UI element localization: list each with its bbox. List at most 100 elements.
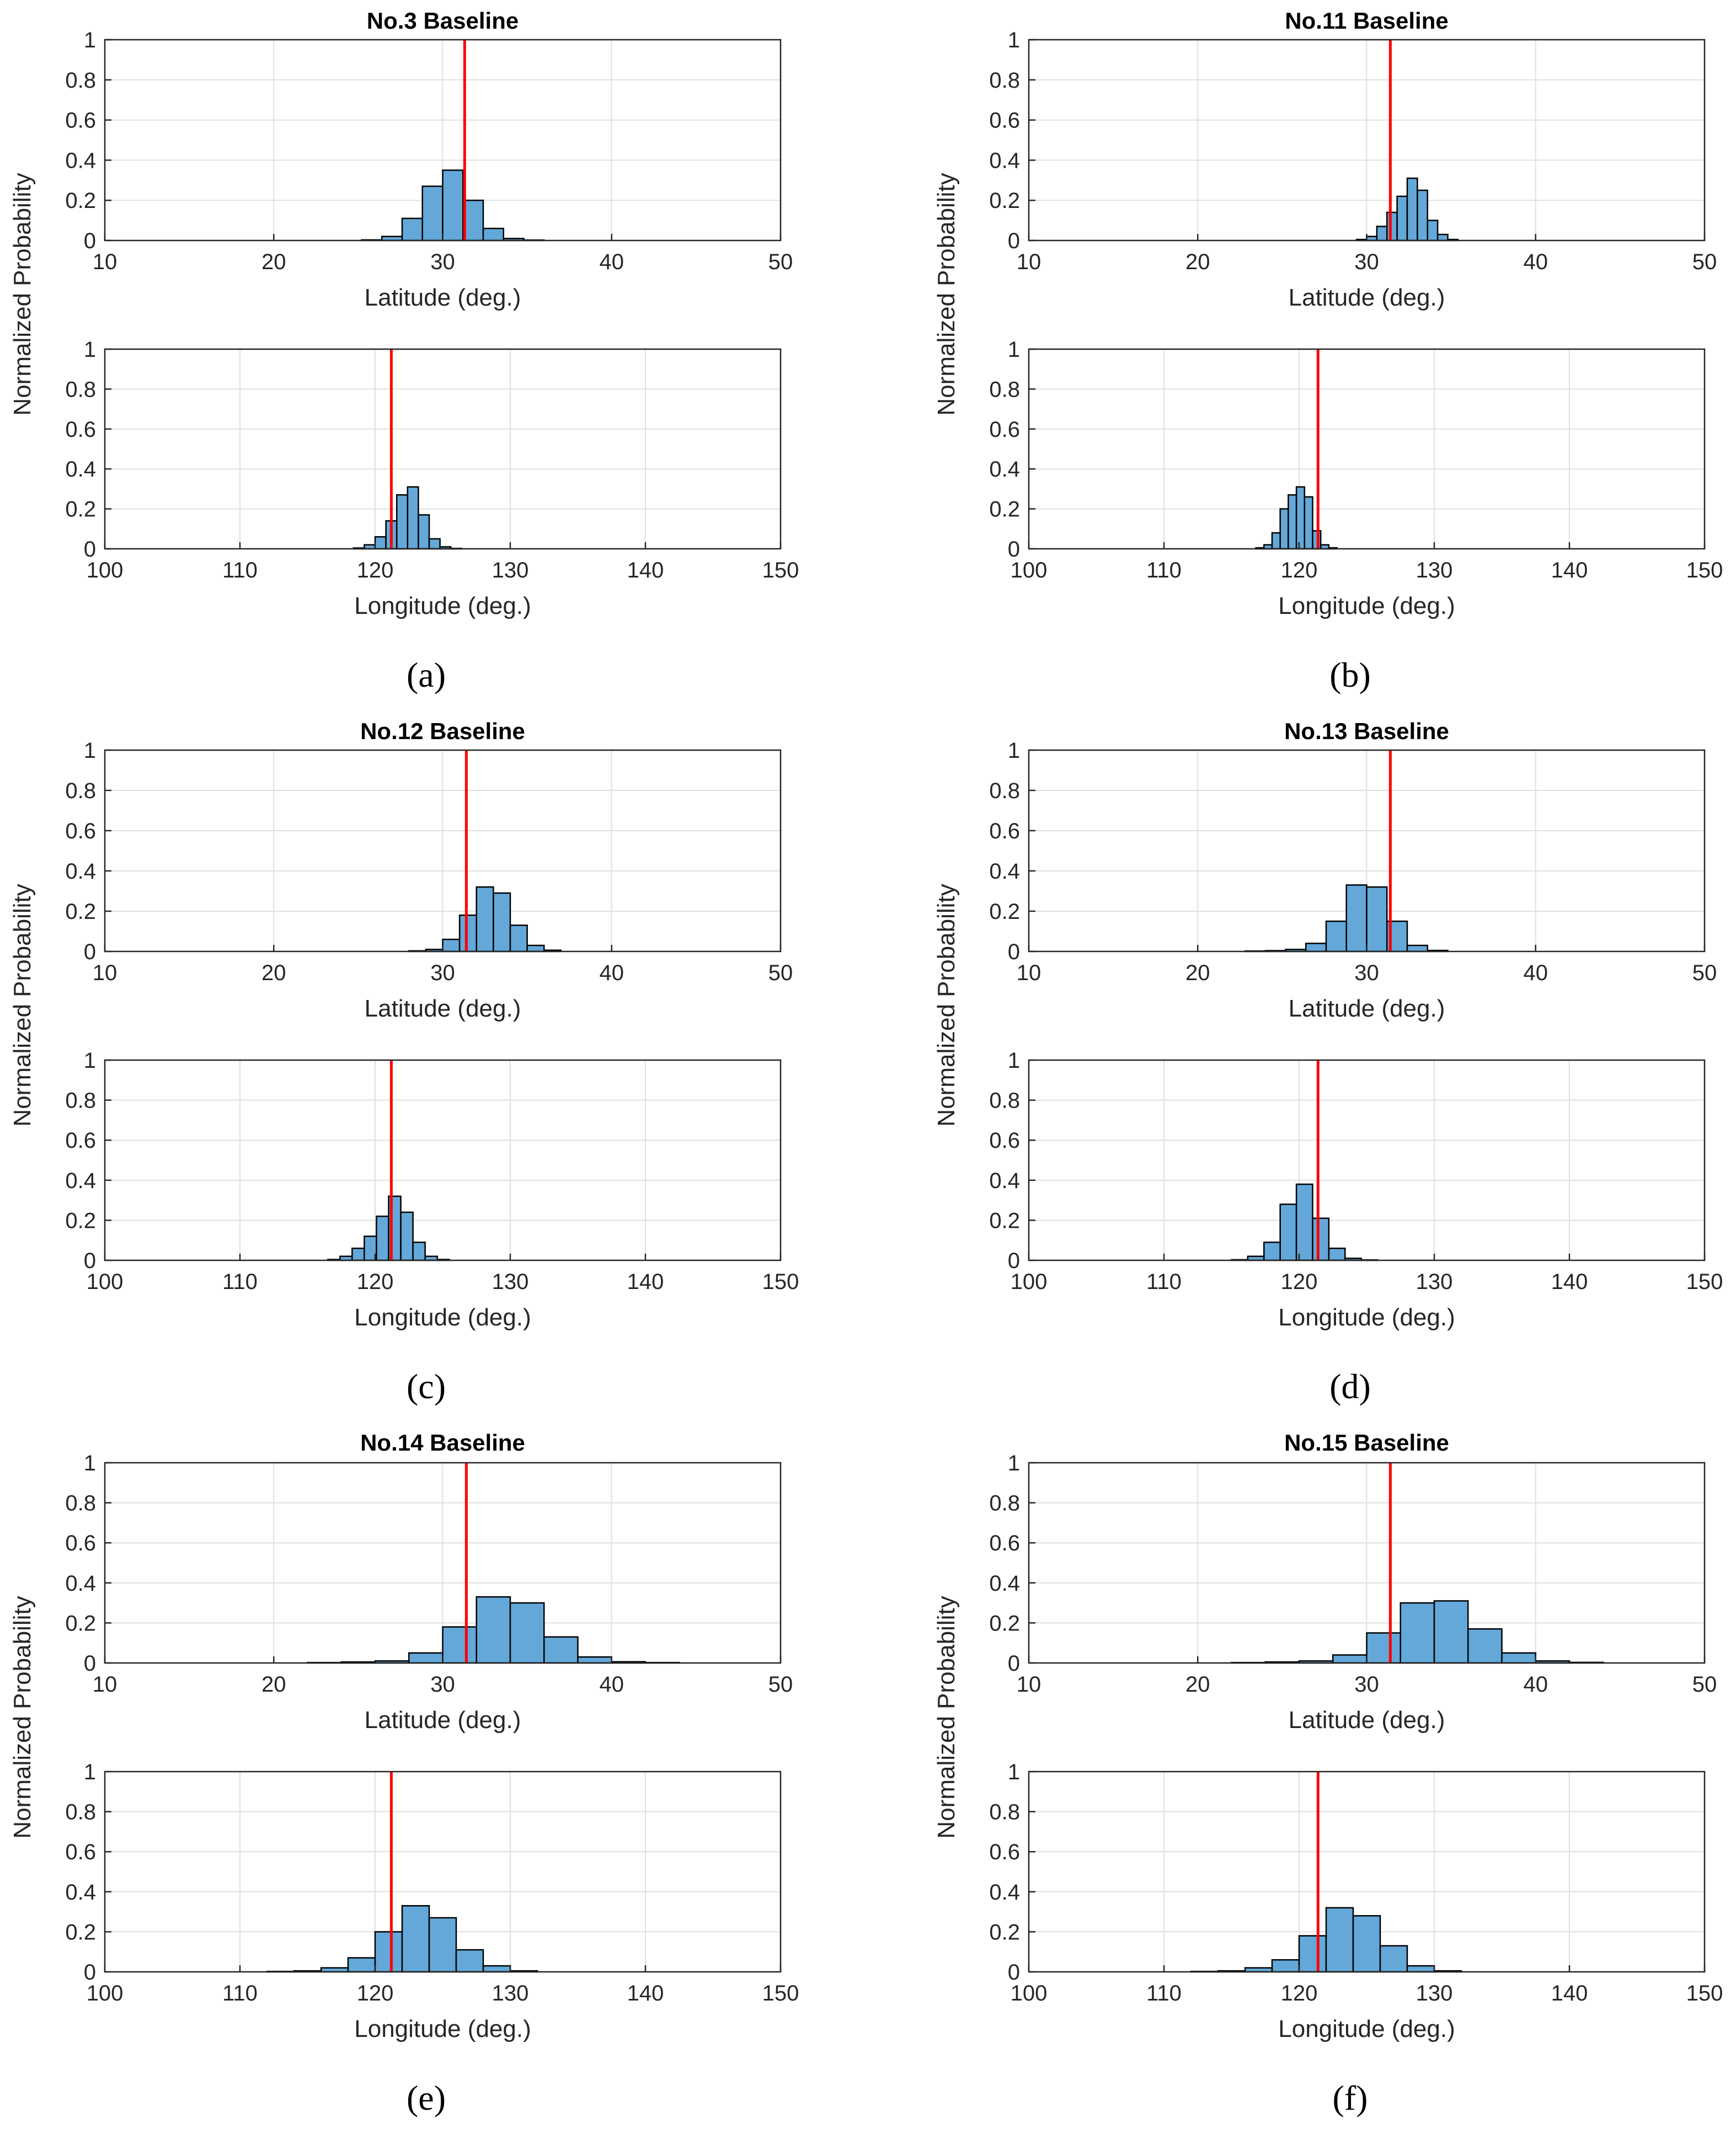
longitude-histogram-bar (1312, 1217, 1330, 1261)
latitude-histogram-bar (1376, 226, 1388, 242)
longitude-histogram-bar (1279, 508, 1289, 550)
latitude-y-tick-label: 0.8 (65, 68, 96, 93)
latitude-y-tick-label: 0.8 (65, 779, 96, 803)
longitude-axes-frame (104, 1771, 782, 1973)
longitude-histogram-bar (1271, 532, 1281, 550)
latitude-x-tick-label: 50 (768, 961, 793, 985)
longitude-x-tick-label: 140 (627, 558, 664, 582)
chart-title: No.13 Baseline (1284, 718, 1449, 744)
latitude-x-tick-label: 30 (430, 961, 455, 985)
longitude-histogram-bar (374, 1931, 403, 1973)
latitude-histogram-bar (1406, 177, 1418, 242)
latitude-histogram-bar (1501, 1652, 1536, 1664)
longitude-axes-frame (104, 348, 782, 550)
latitude-y-tick-label: 0.4 (65, 1571, 96, 1596)
longitude-x-tick-label: 150 (1686, 1270, 1723, 1294)
latitude-histogram-bar (442, 169, 464, 242)
longitude-histogram-bar (376, 1215, 389, 1261)
longitude-histogram-bar (1279, 1204, 1297, 1261)
latitude-x-tick-label: 10 (1017, 1672, 1041, 1697)
longitude-y-tick-label: 0.4 (65, 1169, 96, 1193)
longitude-axes-background (1029, 349, 1705, 549)
latitude-y-tick-label: 0.6 (989, 1531, 1020, 1555)
latitude-x-tick-label: 40 (600, 250, 624, 274)
longitude-x-tick-label: 100 (1011, 1270, 1048, 1294)
chart-title: No.11 Baseline (1285, 8, 1448, 34)
latitude-x-tick-label: 50 (1692, 250, 1717, 274)
longitude-x-tick-label: 120 (1281, 1270, 1318, 1294)
latitude-histogram-bar (458, 914, 477, 953)
latitude-histogram-bar (509, 924, 528, 953)
latitude-histogram-bar (526, 944, 545, 953)
latitude-histogram-bar (1417, 189, 1428, 242)
latitude-x-tick-label: 50 (768, 1672, 793, 1697)
latitude-histogram-bar (476, 1596, 511, 1664)
latitude-x-tick-label: 30 (1354, 961, 1379, 985)
longitude-y-tick-label: 1 (84, 1760, 96, 1784)
longitude-y-tick-label: 0 (84, 1960, 96, 1985)
latitude-x-axis-label: Latitude (deg.) (365, 284, 521, 311)
latitude-histogram-bar (543, 1636, 579, 1664)
latitude-histogram-bar (1406, 944, 1428, 953)
latitude-y-tick-label: 0.2 (65, 900, 96, 924)
latitude-x-tick-label: 50 (768, 250, 793, 274)
longitude-x-axis-label: Longitude (deg.) (1278, 2015, 1455, 2042)
latitude-x-axis-label: Latitude (deg.) (365, 1707, 521, 1734)
latitude-y-tick-label: 0.2 (989, 1611, 1020, 1635)
longitude-histogram-bar (455, 1949, 484, 1973)
longitude-axes-background (105, 1060, 781, 1260)
longitude-histogram-bar (1325, 1907, 1354, 1973)
latitude-x-tick-label: 20 (261, 961, 286, 985)
latitude-histogram-bar (1345, 884, 1368, 953)
longitude-y-tick-label: 0.6 (989, 1840, 1020, 1864)
latitude-x-tick-label: 40 (1524, 250, 1548, 274)
latitude-y-tick-label: 0 (84, 1651, 96, 1676)
latitude-histogram-bar (1332, 1654, 1368, 1664)
longitude-histogram-bar (1328, 1247, 1346, 1261)
latitude-y-tick-label: 0.6 (65, 1531, 96, 1555)
longitude-histogram-bar (400, 1211, 414, 1261)
latitude-y-tick-label: 0.6 (989, 109, 1020, 133)
longitude-histogram-bar (1263, 1242, 1281, 1261)
latitude-x-tick-label: 10 (93, 250, 117, 274)
longitude-y-tick-label: 0.8 (989, 377, 1020, 402)
chart-title: No.14 Baseline (360, 1430, 525, 1456)
longitude-histogram-bar (1379, 1945, 1408, 1973)
panel-caption: (b) (1329, 655, 1371, 694)
latitude-y-tick-label: 0.6 (65, 819, 96, 843)
y-axis-label: Normalized Probability (9, 884, 36, 1126)
longitude-histogram-bar (428, 1917, 457, 1973)
latitude-x-tick-label: 10 (1017, 250, 1041, 274)
latitude-x-tick-label: 10 (93, 961, 117, 985)
latitude-y-tick-label: 1 (1008, 28, 1020, 52)
longitude-x-axis-label: Longitude (deg.) (1278, 592, 1455, 619)
y-axis-label: Normalized Probability (933, 173, 960, 415)
panel-caption: (c) (407, 1367, 446, 1406)
latitude-x-axis-label: Latitude (deg.) (365, 995, 521, 1022)
longitude-y-tick-label: 1 (1008, 338, 1020, 362)
longitude-y-tick-label: 1 (84, 338, 96, 362)
longitude-x-tick-label: 140 (627, 1270, 664, 1294)
latitude-y-tick-label: 0.8 (989, 1491, 1020, 1516)
longitude-y-tick-label: 0 (1008, 1960, 1020, 1985)
latitude-y-tick-label: 0.8 (989, 68, 1020, 93)
longitude-y-tick-label: 0.6 (989, 1128, 1020, 1153)
latitude-y-tick-label: 0.6 (65, 109, 96, 133)
latitude-x-tick-label: 40 (600, 1672, 624, 1697)
latitude-x-tick-label: 10 (1017, 961, 1041, 985)
latitude-histogram-bar (442, 938, 461, 953)
latitude-y-tick-label: 0.4 (65, 859, 96, 884)
longitude-y-tick-label: 0.2 (989, 1920, 1020, 1944)
longitude-x-axis-label: Longitude (deg.) (354, 1304, 531, 1331)
latitude-histogram-bar (509, 1602, 545, 1664)
longitude-y-tick-label: 0.4 (65, 457, 96, 482)
latitude-y-tick-label: 0.4 (989, 859, 1020, 884)
latitude-histogram-bar (1400, 1602, 1435, 1664)
longitude-x-tick-label: 130 (492, 558, 529, 582)
latitude-x-tick-label: 30 (1354, 250, 1379, 274)
